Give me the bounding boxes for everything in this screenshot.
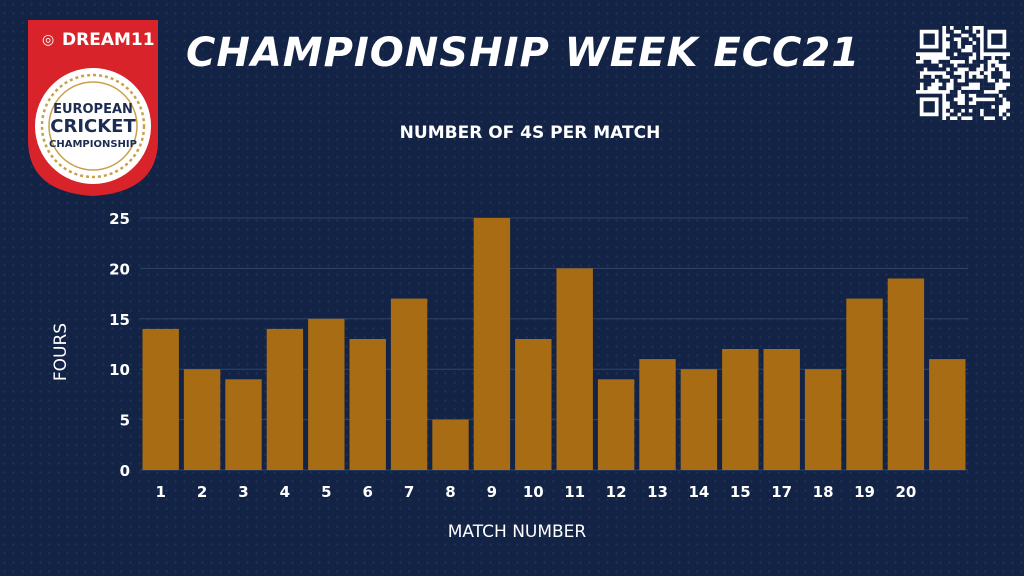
x-tick-label: 19: [854, 483, 875, 501]
x-tick-label: 9: [487, 483, 497, 501]
bar: [225, 379, 262, 470]
grid-lines: [140, 217, 968, 471]
bar: [846, 298, 883, 470]
bar: [804, 369, 842, 470]
y-tick-label: 20: [109, 260, 130, 278]
x-tick-label: 5: [321, 483, 331, 501]
bar: [680, 369, 718, 470]
bar: [763, 349, 800, 470]
bar: [639, 359, 676, 470]
x-tick-label: 11: [564, 483, 585, 501]
x-tick-label: 3: [238, 483, 248, 501]
bar: [266, 328, 304, 470]
x-tick-label: 2: [197, 483, 207, 501]
y-tick-labels: 0 5 10 15 20 25: [109, 210, 130, 480]
x-tick-label: 7: [404, 483, 414, 501]
x-tick-label: 17: [771, 483, 792, 501]
x-tick-label: 12: [606, 483, 627, 501]
bar: [556, 268, 593, 470]
bar: [929, 359, 966, 470]
logo-line1: EUROPEAN: [53, 102, 133, 117]
bar: [349, 339, 386, 470]
bar: [432, 419, 469, 470]
bar: [722, 349, 759, 470]
y-axis-label: FOURS: [51, 323, 71, 381]
bar: [390, 298, 428, 470]
x-tick-label: 14: [688, 483, 709, 501]
x-tick-label: 10: [523, 483, 544, 501]
x-tick-label: 1: [155, 483, 165, 501]
bar: [887, 278, 925, 470]
bars: [142, 218, 966, 470]
bar: [515, 339, 552, 470]
bar: [142, 328, 179, 470]
y-tick-label: 25: [109, 210, 130, 228]
x-tick-label: 6: [362, 483, 372, 501]
x-tick-label: 4: [280, 483, 290, 501]
y-tick-label: 0: [120, 462, 130, 480]
x-tick-label: 15: [730, 483, 751, 501]
x-tick-label: 18: [813, 483, 834, 501]
qr-code-icon: [916, 26, 1010, 120]
x-axis-label: MATCH NUMBER: [448, 522, 587, 542]
x-tick-label: 13: [647, 483, 668, 501]
logo-line3: CHAMPIONSHIP: [49, 139, 137, 150]
bar: [473, 218, 511, 470]
y-tick-label: 15: [109, 311, 130, 329]
chart-title: NUMBER OF 4S PER MATCH: [400, 123, 661, 143]
page-title: CHAMPIONSHIP WEEK ECC21: [186, 30, 861, 76]
bar: [183, 369, 221, 470]
y-tick-label: 5: [120, 412, 130, 430]
x-tick-label: 8: [445, 483, 455, 501]
bar: [597, 379, 635, 470]
dream11-ecc-logo: ◎ DREAM11 EUROPEAN CRICKET CHAMPIONSHIP: [28, 20, 158, 196]
logo-brand-text: DREAM11: [62, 30, 155, 50]
x-tick-label: 20: [895, 483, 916, 501]
x-tick-labels: 1 2 3 4 5 6 7 8 9 10 11 12 13 14 15 17 18 19 20: [155, 483, 916, 501]
y-tick-label: 10: [109, 361, 130, 379]
logo-line2: CRICKET: [50, 116, 136, 137]
svg-text:◎: ◎: [42, 32, 54, 48]
bar: [308, 318, 345, 470]
